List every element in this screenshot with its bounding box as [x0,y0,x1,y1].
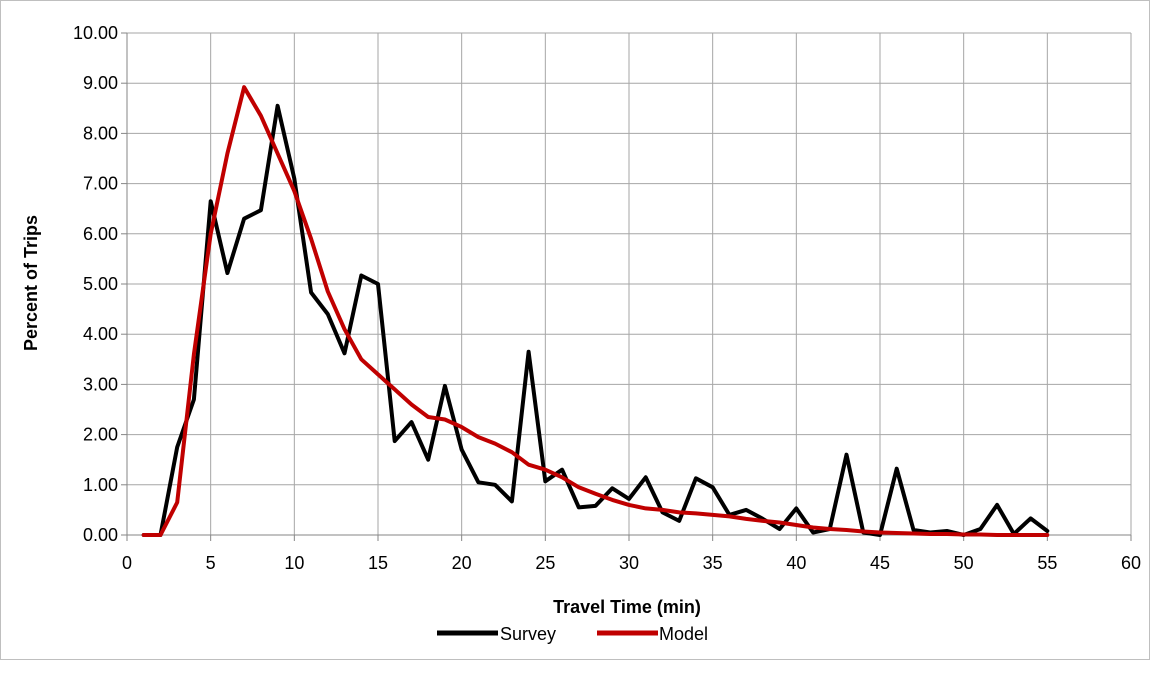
x-tick-label: 60 [1121,553,1141,573]
axes [121,32,1132,541]
x-tick-label: 5 [206,553,216,573]
y-tick-label: 9.00 [83,73,118,93]
x-tick-label: 50 [954,553,974,573]
y-tick-label: 6.00 [83,224,118,244]
x-tick-label: 20 [452,553,472,573]
y-axis-title: Percent of Trips [21,215,41,351]
x-tick-label: 55 [1037,553,1057,573]
x-axis-title: Travel Time (min) [553,597,701,617]
series-line-survey [141,103,1050,537]
x-tick-label: 45 [870,553,890,573]
y-tick-label: 7.00 [83,174,118,194]
x-tick-label: 0 [122,553,132,573]
y-tick-label: 3.00 [83,374,118,394]
x-tick-label: 10 [284,553,304,573]
y-tick-label: 8.00 [83,123,118,143]
x-tick-label: 35 [703,553,723,573]
x-tick-label: 30 [619,553,639,573]
chart-frame [0,0,1150,660]
x-tick-label: 25 [535,553,555,573]
y-tick-label: 5.00 [83,274,118,294]
x-tick-label: 15 [368,553,388,573]
y-tick-label: 0.00 [83,525,118,545]
legend: Survey Model [437,624,708,644]
legend-label-model: Model [659,624,708,644]
y-tick-label: 10.00 [73,23,118,43]
y-tick-label: 2.00 [83,425,118,445]
tick-labels: 0.00 1.00 2.00 3.00 4.00 5.00 6.00 7.00 8.00 9.00… [73,23,1141,573]
series-line-model [141,85,1050,537]
y-tick-label: 4.00 [83,324,118,344]
series-lines [141,85,1050,537]
legend-label-survey: Survey [500,624,556,644]
y-tick-label: 1.00 [83,475,118,495]
x-tick-label: 40 [786,553,806,573]
